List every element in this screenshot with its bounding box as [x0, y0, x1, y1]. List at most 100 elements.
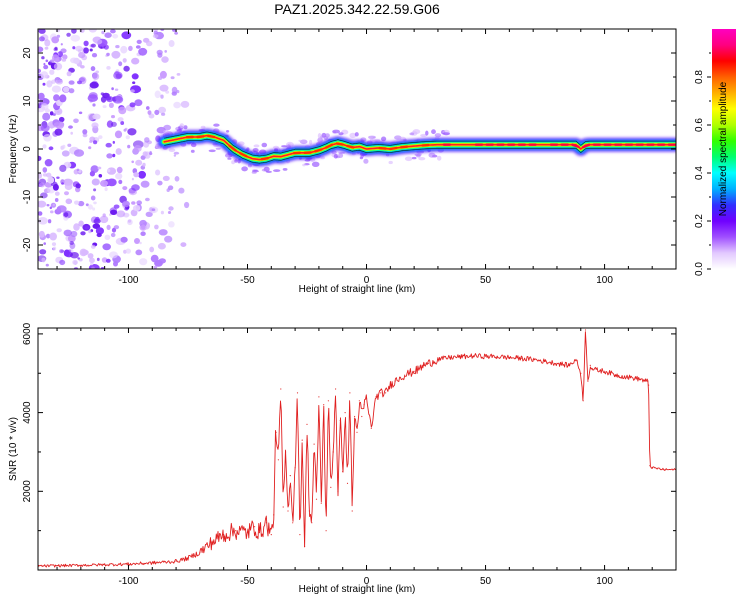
noise-blob [90, 66, 96, 72]
noise-blob [100, 180, 108, 187]
halo-blob [332, 129, 340, 134]
noise-blob [170, 76, 175, 80]
spectrogram-y-axis-label: Frequency (Hz) [8, 115, 19, 184]
halo-blob [349, 132, 357, 139]
noise-blob [72, 259, 78, 265]
noise-blob [95, 227, 104, 235]
noise-blob [168, 40, 175, 47]
noise-blob [102, 213, 106, 218]
snr-point [151, 562, 153, 564]
noise-blob [49, 232, 57, 241]
snr-point [175, 560, 177, 562]
noise-blob [92, 72, 100, 80]
noise-blob [48, 146, 54, 151]
track-core-dash [324, 143, 334, 149]
noise-blob [174, 176, 180, 182]
noise-blob [87, 253, 94, 259]
noise-blob [125, 248, 131, 254]
noise-blob [111, 87, 114, 91]
snr-point [615, 374, 618, 376]
noise-blob [133, 145, 142, 152]
snr-point [568, 364, 570, 366]
track-core-dash [378, 146, 387, 150]
noise-blob [56, 176, 60, 179]
noise-blob [75, 183, 81, 189]
x-tick-label: -50 [240, 576, 255, 587]
noise-blob [61, 58, 67, 62]
y-tick-label: 4000 [22, 401, 33, 424]
noise-blob [89, 257, 95, 263]
snr-point [582, 400, 584, 402]
track-core-dash [196, 135, 205, 139]
noise-blob [80, 231, 86, 236]
noise-blob [47, 219, 52, 224]
spectrogram-frame [37, 28, 677, 270]
noise-blob [127, 144, 131, 149]
snr-point [254, 526, 256, 528]
noise-blob [63, 229, 73, 237]
snr-point [351, 510, 353, 512]
halo-blob [302, 163, 306, 167]
snr-point [199, 551, 201, 553]
noise-blob [112, 153, 116, 158]
x-tick-label: 50 [480, 275, 492, 286]
noise-blob [51, 85, 62, 93]
noise-blob [50, 210, 54, 214]
noise-blob [44, 159, 53, 167]
snr-point [335, 388, 337, 390]
noise-blob [38, 230, 45, 238]
colorbar: 0.0 0.2 0.4 0.6 0.8 Normalized spectral ampl… [694, 29, 736, 276]
noise-blob [136, 200, 142, 205]
noise-blob [78, 111, 83, 115]
figure-title: PAZ1.2025.342.22.59.G06 [274, 1, 440, 17]
snr-point [644, 380, 646, 382]
snr-point [304, 545, 306, 548]
noise-blob [113, 71, 123, 80]
snr-point [265, 522, 268, 524]
halo-blob [434, 133, 442, 138]
snr-point [584, 329, 587, 331]
track-core-dash [206, 134, 216, 139]
noise-blob [42, 144, 47, 149]
noise-blob [113, 225, 120, 230]
y-tick-label: -20 [22, 237, 33, 252]
noise-blob [118, 106, 127, 115]
snr-point [337, 490, 339, 492]
noise-blob [74, 200, 80, 205]
noise-blob [70, 131, 73, 135]
noise-blob [173, 101, 181, 109]
signal-track [157, 123, 676, 174]
noise-blob [142, 162, 146, 167]
noise-blob [131, 160, 134, 164]
noise-blob [160, 210, 164, 215]
halo-blob [317, 137, 323, 143]
noise-blob [158, 229, 168, 236]
snr-point [282, 506, 284, 508]
noise-blob [139, 219, 147, 227]
noise-blob [47, 176, 55, 184]
snr-x-axis-label: Height of straight line (km) [299, 584, 416, 595]
noise-blob [140, 231, 146, 236]
noise-blob [171, 86, 178, 94]
noise-blob [90, 244, 96, 249]
noise-blob [109, 213, 112, 216]
noise-blob [144, 137, 150, 143]
snr-panel: -100 -50 0 50 100 2000 4000 6000 Height of stra… [8, 322, 677, 595]
halo-blob [200, 125, 206, 129]
snr-point [648, 384, 650, 386]
snr-point [320, 502, 322, 504]
halo-blob [226, 130, 230, 133]
noise-blob [91, 122, 99, 129]
snr-point [308, 510, 310, 512]
noise-blob [128, 45, 133, 52]
track-core-dash [228, 144, 237, 152]
noise-blob [154, 90, 161, 99]
snr-point [375, 396, 377, 398]
noise-blob [75, 45, 83, 52]
noise-blob [93, 201, 97, 205]
noise-blob [58, 116, 65, 123]
halo-blob [373, 138, 381, 142]
noise-blob [163, 124, 172, 131]
noise-blob [38, 217, 48, 225]
snr-point [80, 564, 82, 566]
